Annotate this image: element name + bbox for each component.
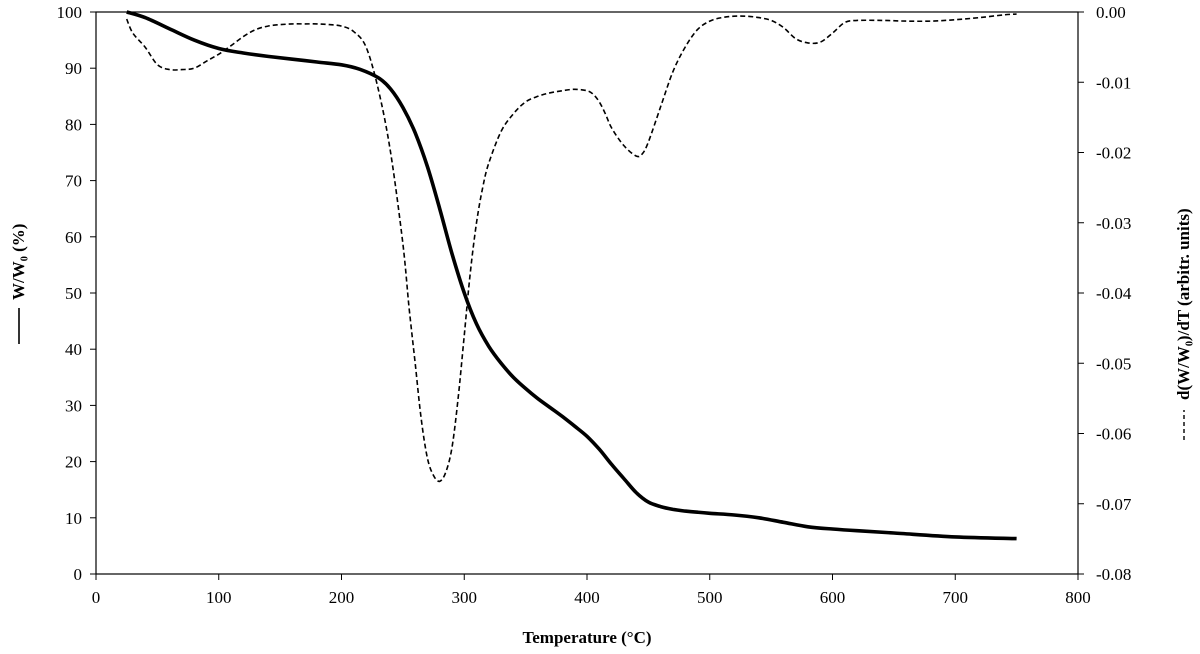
y-left-tick-label: 100 <box>57 3 83 22</box>
x-tick-label: 0 <box>92 588 101 607</box>
x-axis: 0 100 200 300 400 500 600 700 800 <box>92 574 1091 607</box>
y-left-tick-label: 10 <box>65 509 82 528</box>
y-left-tick-label: 70 <box>65 172 82 191</box>
y-axis-left-label: W/W₀ (%) <box>9 224 28 300</box>
y-right-tick-label: -0.04 <box>1096 284 1132 303</box>
x-axis-title: Temperature (°C) <box>522 628 651 647</box>
x-tick-label: 700 <box>943 588 969 607</box>
x-tick-label: 400 <box>574 588 600 607</box>
y-left-tick-label: 50 <box>65 284 82 303</box>
y-left-tick-label: 90 <box>65 59 82 78</box>
y-right-tick-label: -0.03 <box>1096 214 1131 233</box>
y-left-tick-label: 40 <box>65 340 82 359</box>
x-tick-label: 600 <box>820 588 846 607</box>
y-right-tick-label: -0.01 <box>1096 73 1131 92</box>
x-tick-label: 200 <box>329 588 355 607</box>
y-left-tick-label: 30 <box>65 396 82 415</box>
x-tick-label: 800 <box>1065 588 1091 607</box>
x-tick-label: 500 <box>697 588 723 607</box>
plot-area <box>95 11 1079 575</box>
y-axis-right-label: d(W/W₀)/dT (arbitr. units) <box>1174 208 1193 400</box>
y-right-tick-label: 0.00 <box>1096 3 1126 22</box>
y-axis-right-title: d(W/W₀)/dT (arbitr. units) <box>1174 208 1193 440</box>
y-left-tick-label: 80 <box>65 115 82 134</box>
y-axis-left: 0 10 20 30 40 50 60 70 80 90 100 <box>57 3 96 584</box>
x-tick-label: 300 <box>452 588 478 607</box>
y-left-tick-label: 60 <box>65 228 82 247</box>
series-line-mass <box>126 10 1017 541</box>
y-right-tick-label: -0.06 <box>1096 425 1131 444</box>
y-right-tick-label: -0.05 <box>1096 354 1131 373</box>
y-left-tick-label: 20 <box>65 453 82 472</box>
y-right-tick-label: -0.08 <box>1096 565 1131 584</box>
y-axis-left-title: W/W₀ (%) <box>9 224 28 344</box>
y-axis-right: 0.00 -0.01 -0.02 -0.03 -0.04 -0.05 -0.06 -0.07 -… <box>1078 3 1132 584</box>
y-right-tick-label: -0.07 <box>1096 495 1132 514</box>
y-left-tick-label: 0 <box>74 565 83 584</box>
series-layer <box>125 10 1017 541</box>
x-tick-label: 100 <box>206 588 232 607</box>
y-right-tick-label: -0.02 <box>1096 144 1131 163</box>
